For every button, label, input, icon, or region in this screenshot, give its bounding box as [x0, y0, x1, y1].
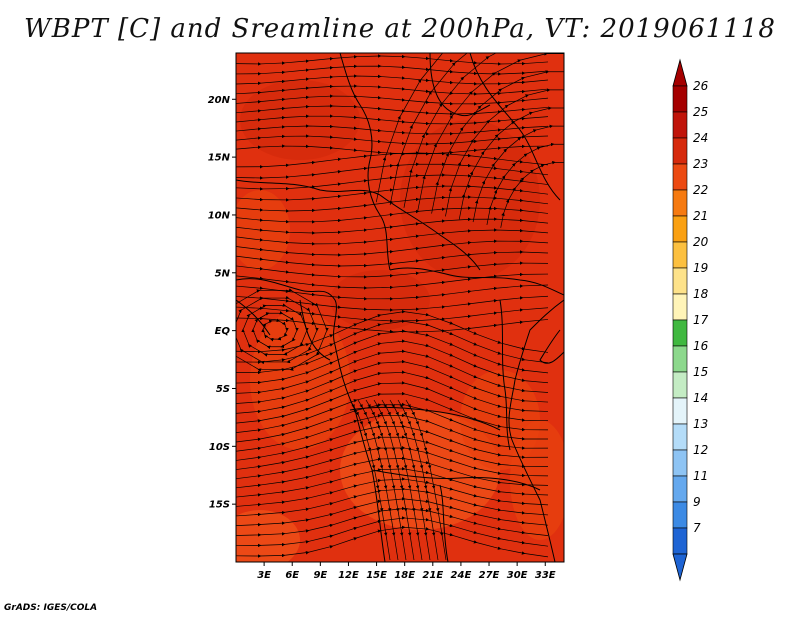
coastline-segment	[539, 329, 564, 364]
grads-credit: GrADS: IGES/COLA	[4, 603, 98, 613]
colorbar-label: 11	[693, 469, 708, 483]
lat-tick-label: 5S	[216, 384, 230, 395]
lon-tick-label: 18E	[394, 570, 415, 581]
colorbar-label: 9	[693, 495, 701, 509]
colorbar-swatch	[672, 345, 688, 373]
colorbar-label: 14	[693, 391, 708, 405]
colorbar-label: 23	[693, 157, 708, 171]
lon-tick-label: 33E	[535, 570, 556, 581]
colorbar-label: 12	[693, 443, 708, 457]
colorbar-label: 25	[693, 105, 708, 119]
lon-tick-label: 24E	[451, 570, 472, 581]
colorbar-label: 24	[693, 131, 708, 145]
colorbar-bottom-arrow	[672, 553, 688, 582]
longitude-axis: 3E 6E 9E 12E 15E 18E 21E 24E 27E 30E 33E	[257, 562, 556, 581]
colorbar-swatch	[672, 267, 688, 295]
colorbar-label: 16	[693, 339, 709, 353]
colorbar-top-arrow	[672, 58, 688, 87]
lon-tick-label: 30E	[507, 570, 528, 581]
lon-tick-label: 15E	[366, 570, 387, 581]
colorbar-swatch	[672, 319, 688, 347]
lon-tick-label: 21E	[422, 570, 443, 581]
colorbar-label: 17	[693, 313, 709, 327]
colorbar: 26 25 24 23 22 21 20 19 18 17 16 15 14 13 12 11 9 7	[672, 58, 709, 582]
map-title: WBPT [C] and Sreamline at 200hPa, VT: 20…	[24, 14, 776, 44]
colorbar-swatch	[672, 449, 688, 477]
colorbar-label: 22	[693, 183, 708, 197]
wbpt-patch	[236, 510, 300, 562]
lat-tick-label: EQ	[215, 326, 231, 337]
map-plot-area	[235, 52, 565, 563]
lat-tick-label: 10N	[208, 210, 231, 221]
colorbar-swatch	[672, 423, 688, 451]
lon-tick-label: 27E	[479, 570, 500, 581]
lat-tick-label: 5N	[215, 268, 231, 279]
colorbar-swatch	[672, 527, 688, 555]
lat-tick-label: 15S	[209, 500, 230, 511]
colorbar-swatch	[672, 293, 688, 321]
colorbar-label: 26	[693, 79, 709, 93]
streamlines	[236, 53, 564, 561]
lat-tick-label: 15N	[208, 153, 231, 164]
latitude-axis: 20N 15N 10N 5N EQ 5S 10S 15S	[208, 95, 236, 511]
colorbar-swatch	[672, 137, 688, 165]
lat-tick-label: 10S	[209, 442, 230, 453]
colorbar-swatch	[672, 371, 688, 399]
lon-tick-label: 12E	[338, 570, 359, 581]
colorbar-label: 15	[693, 365, 708, 379]
colorbar-swatch	[672, 397, 688, 425]
colorbar-label: 19	[693, 261, 708, 275]
colorbar-swatch	[672, 475, 688, 503]
colorbar-swatch	[672, 163, 688, 191]
lon-tick-label: 6E	[285, 570, 299, 581]
colorbar-swatch	[672, 215, 688, 243]
streamline	[375, 53, 564, 203]
colorbar-swatch	[672, 501, 688, 529]
lat-tick-label: 20N	[208, 95, 231, 106]
colorbar-label: 20	[693, 235, 709, 249]
colorbar-swatch	[672, 85, 688, 113]
colorbar-swatch	[672, 189, 688, 217]
colorbar-label: 7	[693, 521, 701, 535]
lon-tick-label: 9E	[313, 570, 327, 581]
colorbar-swatch	[672, 241, 688, 269]
colorbar-label: 13	[693, 417, 708, 431]
colorbar-label: 18	[693, 287, 709, 301]
streamline	[405, 399, 447, 561]
colorbar-swatch	[672, 111, 688, 139]
map-frame	[235, 52, 565, 563]
colorbar-label: 21	[693, 209, 708, 223]
lon-tick-label: 3E	[257, 570, 271, 581]
